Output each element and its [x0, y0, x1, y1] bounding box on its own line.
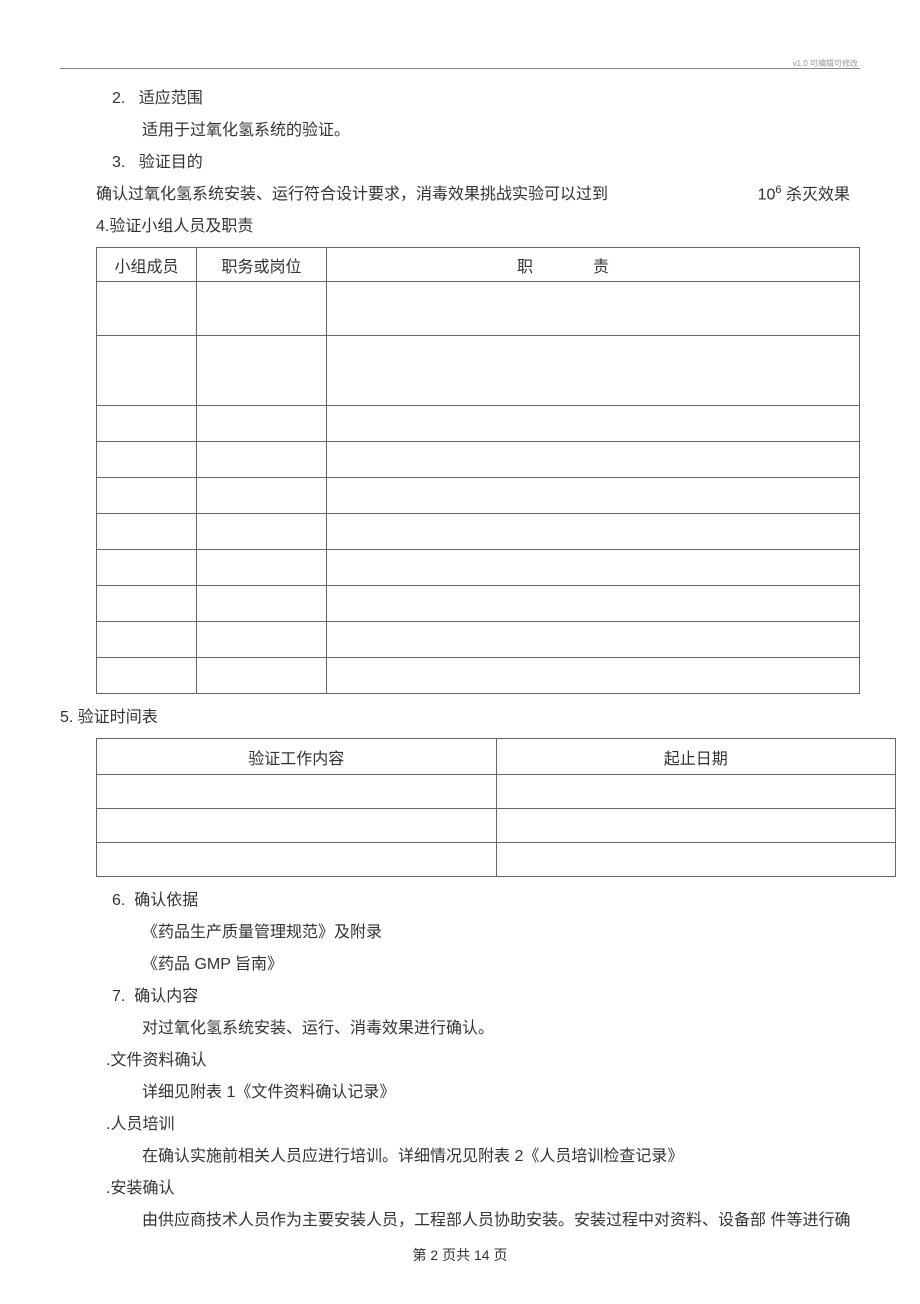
section-3-heading: 3. 验证目的 — [60, 147, 860, 179]
exp-base: 10 — [758, 186, 776, 203]
team-col-duty: 职责 — [327, 248, 860, 282]
table-row — [97, 775, 896, 809]
table-row — [97, 514, 860, 550]
section-7-sub3-title: .安装确认 — [60, 1173, 860, 1205]
team-col-duty-text: 职责 — [517, 259, 669, 276]
schedule-col-content: 验证工作内容 — [97, 739, 497, 775]
table-row — [97, 478, 860, 514]
section-7-sub1-title: .文件资料确认 — [60, 1045, 860, 1077]
table-row — [97, 282, 860, 336]
section-3-body-left: 确认过氧化氢系统安装、运行符合设计要求，消毒效果挑战实验可以过到 — [96, 186, 608, 203]
table-row — [97, 843, 896, 877]
section-6-num: 6. — [112, 892, 125, 909]
section-7-sub2-title: .人员培训 — [60, 1109, 860, 1141]
table-row — [97, 336, 860, 406]
table-row — [97, 406, 860, 442]
exp-post: 杀灭效果 — [782, 186, 850, 203]
section-2-title: 适应范围 — [139, 90, 203, 107]
section-2-body: 适用于过氧化氢系统的验证。 — [60, 115, 860, 147]
team-table: 小组成员 职务或岗位 职责 — [96, 247, 860, 694]
section-6-title: 确认依据 — [134, 892, 198, 909]
table-row — [97, 442, 860, 478]
page-footer: 第 2 页共 14 页 — [60, 1245, 860, 1265]
section-7-title: 确认内容 — [134, 988, 198, 1005]
table-row — [97, 622, 860, 658]
section-3-body-right: 106 杀灭效果 — [758, 179, 850, 211]
table-row — [97, 586, 860, 622]
schedule-col-dates: 起止日期 — [496, 739, 896, 775]
section-3-title: 验证目的 — [139, 154, 203, 171]
header-version-note: v1.0 可编辑可修改 — [793, 58, 858, 69]
section-7-sub3-body: 由供应商技术人员作为主要安装人员，工程部人员协助安装。安装过程中对资料、设备部 … — [60, 1205, 860, 1237]
section-7-intro: 对过氧化氢系统安装、运行、消毒效果进行确认。 — [60, 1013, 860, 1045]
section-6-line1: 《药品生产质量管理规范》及附录 — [60, 917, 860, 949]
table-row: 小组成员 职务或岗位 职责 — [97, 248, 860, 282]
schedule-table: 验证工作内容 起止日期 — [96, 738, 896, 877]
section-2-heading: 2. 适应范围 — [60, 83, 860, 115]
section-6-heading: 6. 确认依据 — [60, 885, 860, 917]
section-7-num: 7. — [112, 988, 125, 1005]
table-row — [97, 550, 860, 586]
section-6-line2: 《药品 GMP 旨南》 — [60, 949, 860, 981]
section-2-num: 2. — [112, 90, 125, 107]
table-row: 验证工作内容 起止日期 — [97, 739, 896, 775]
team-col-position: 职务或岗位 — [197, 248, 327, 282]
section-7-sub1-body: 详细见附表 1《文件资料确认记录》 — [60, 1077, 860, 1109]
schedule-table-wrap: 验证工作内容 起止日期 — [96, 738, 896, 877]
section-7-heading: 7. 确认内容 — [60, 981, 860, 1013]
section-3-num: 3. — [112, 154, 125, 171]
section-7-sub2-body: 在确认实施前相关人员应进行培训。详细情况见附表 2《人员培训检查记录》 — [60, 1141, 860, 1173]
team-table-wrap: 小组成员 职务或岗位 职责 — [96, 247, 860, 694]
table-row — [97, 809, 896, 843]
section-4-heading: 4.验证小组人员及职责 — [60, 211, 860, 243]
divider-top — [60, 68, 860, 69]
document-page: v1.0 可编辑可修改 2. 适应范围 适用于过氧化氢系统的验证。 3. 验证目… — [0, 0, 920, 1285]
team-col-member: 小组成员 — [97, 248, 197, 282]
section-5-heading: 5. 验证时间表 — [60, 702, 860, 734]
section-3-body: 确认过氧化氢系统安装、运行符合设计要求，消毒效果挑战实验可以过到 106 杀灭效… — [60, 179, 860, 211]
table-row — [97, 658, 860, 694]
